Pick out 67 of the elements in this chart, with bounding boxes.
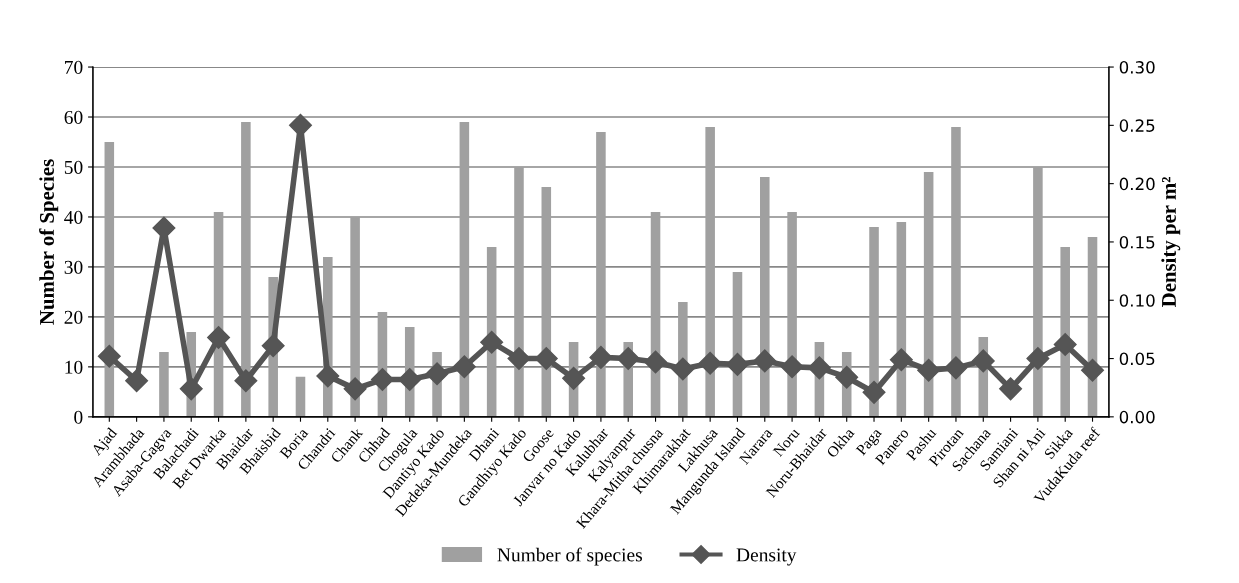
legend-label: Number of species — [497, 547, 642, 566]
y-tick-label: 0 — [74, 410, 83, 424]
point — [97, 344, 121, 368]
point — [207, 326, 231, 350]
point — [835, 365, 859, 389]
y-tick-label: 60 — [64, 110, 83, 124]
y2-tick-label: 0.20 — [1119, 177, 1155, 191]
legend-label: Density — [736, 548, 797, 566]
point — [698, 351, 722, 375]
bar — [159, 351, 169, 417]
point — [971, 349, 995, 373]
y-axis-title: Number of Species — [39, 159, 59, 325]
point — [452, 355, 476, 379]
point — [1026, 347, 1050, 371]
point — [999, 377, 1023, 401]
point — [179, 377, 203, 401]
point — [370, 368, 394, 392]
point — [1081, 358, 1105, 382]
y2-axis-title: Density per m² — [1161, 177, 1181, 308]
bar — [760, 176, 770, 417]
point — [725, 352, 749, 376]
point — [753, 349, 777, 373]
bar — [1033, 166, 1043, 417]
bar — [241, 122, 251, 417]
bar — [787, 211, 797, 417]
point — [507, 347, 531, 371]
bar — [514, 166, 524, 417]
point — [534, 347, 558, 371]
y2-tick-label: 0.00 — [1119, 410, 1155, 424]
point — [807, 356, 831, 380]
bar — [869, 226, 879, 417]
y-tick-label: 50 — [64, 160, 83, 174]
bar — [596, 132, 606, 417]
y-tick-label: 30 — [64, 260, 83, 274]
y-tick-label: 70 — [65, 60, 83, 74]
point — [644, 350, 668, 374]
y-tick-label: 10 — [65, 360, 83, 374]
point — [1053, 333, 1077, 357]
point — [316, 364, 340, 388]
point — [562, 366, 586, 390]
point — [889, 348, 913, 372]
point — [671, 357, 695, 381]
point — [425, 362, 449, 386]
point — [234, 369, 258, 393]
y2-tick-label: 0.10 — [1119, 294, 1155, 307]
bar — [951, 127, 961, 417]
y2-tick-label: 0.25 — [1119, 119, 1155, 132]
y2-tick-label: 0.30 — [1119, 61, 1155, 74]
bar — [295, 376, 306, 417]
point — [944, 356, 968, 380]
point — [343, 377, 367, 401]
point — [780, 355, 804, 379]
y-tick-label: 20 — [64, 310, 83, 324]
point — [261, 334, 285, 358]
point — [398, 368, 422, 392]
point — [589, 345, 613, 369]
point — [125, 369, 149, 393]
point — [288, 113, 312, 137]
bar — [350, 216, 360, 417]
y2-tick-label: 0.15 — [1119, 235, 1155, 249]
point — [480, 330, 504, 354]
point — [616, 347, 640, 371]
point — [917, 358, 941, 382]
y2-tick-label: 0.05 — [1119, 352, 1155, 366]
point — [862, 380, 886, 404]
bar — [705, 127, 715, 417]
y-tick-label: 40 — [64, 210, 83, 224]
